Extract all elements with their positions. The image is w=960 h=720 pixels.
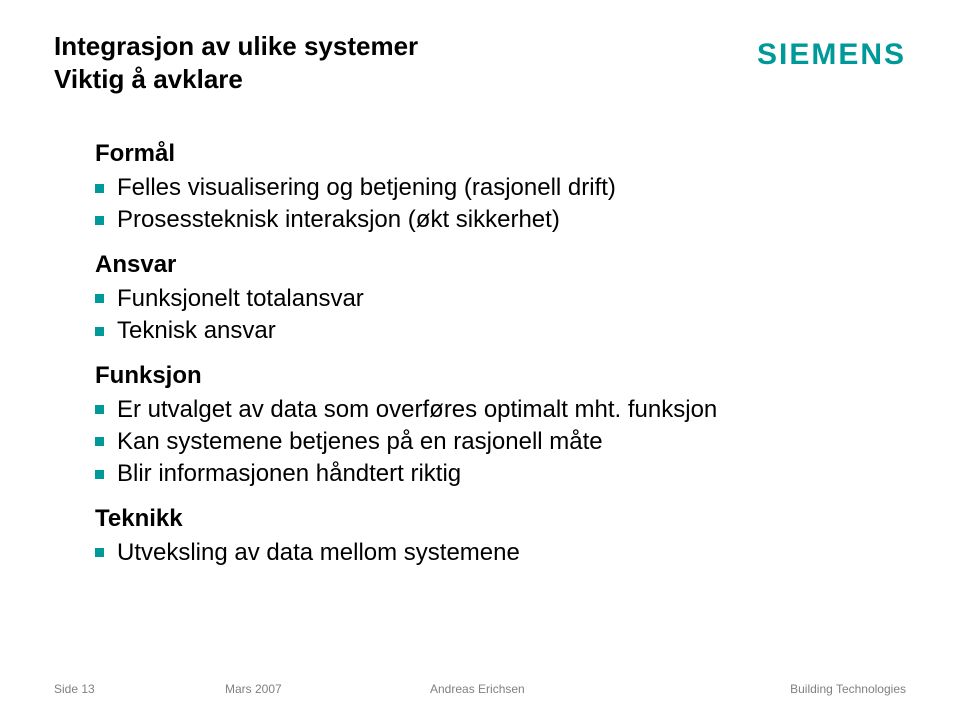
siemens-logo: SIEMENS	[757, 38, 906, 72]
slide: Integrasjon av ulike systemer Viktig å a…	[0, 0, 960, 720]
bullet-list-ansvar: Funksjonelt totalansvar Teknisk ansvar	[95, 283, 906, 348]
slide-footer: Side 13 Mars 2007 Andreas Erichsen Build…	[0, 682, 960, 702]
bullet-list-funksjon: Er utvalget av data som overføres optima…	[95, 394, 906, 491]
list-item: Felles visualisering og betjening (rasjo…	[95, 172, 906, 204]
section-heading-teknikk: Teknikk	[95, 505, 906, 533]
footer-department: Building Technologies	[790, 682, 906, 696]
slide-title: Integrasjon av ulike systemer Viktig å a…	[54, 30, 418, 95]
section-heading-formal: Formål	[95, 140, 906, 168]
title-line-1: Integrasjon av ulike systemer	[54, 30, 418, 63]
bullet-list-formal: Felles visualisering og betjening (rasjo…	[95, 172, 906, 237]
list-item: Kan systemene betjenes på en rasjonell m…	[95, 426, 906, 458]
list-item: Funksjonelt totalansvar	[95, 283, 906, 315]
section-heading-funksjon: Funksjon	[95, 362, 906, 390]
footer-page: Side 13	[54, 682, 95, 696]
section-heading-ansvar: Ansvar	[95, 251, 906, 279]
footer-date: Mars 2007	[225, 682, 282, 696]
list-item: Er utvalget av data som overføres optima…	[95, 394, 906, 426]
list-item: Utveksling av data mellom systemene	[95, 537, 906, 569]
list-item: Blir informasjonen håndtert riktig	[95, 458, 906, 490]
list-item: Prosessteknisk interaksjon (økt sikkerhe…	[95, 204, 906, 236]
list-item: Teknisk ansvar	[95, 315, 906, 347]
title-line-2: Viktig å avklare	[54, 63, 418, 96]
bullet-list-teknikk: Utveksling av data mellom systemene	[95, 537, 906, 569]
slide-body: Formål Felles visualisering og betjening…	[95, 140, 906, 575]
footer-author: Andreas Erichsen	[430, 682, 525, 696]
